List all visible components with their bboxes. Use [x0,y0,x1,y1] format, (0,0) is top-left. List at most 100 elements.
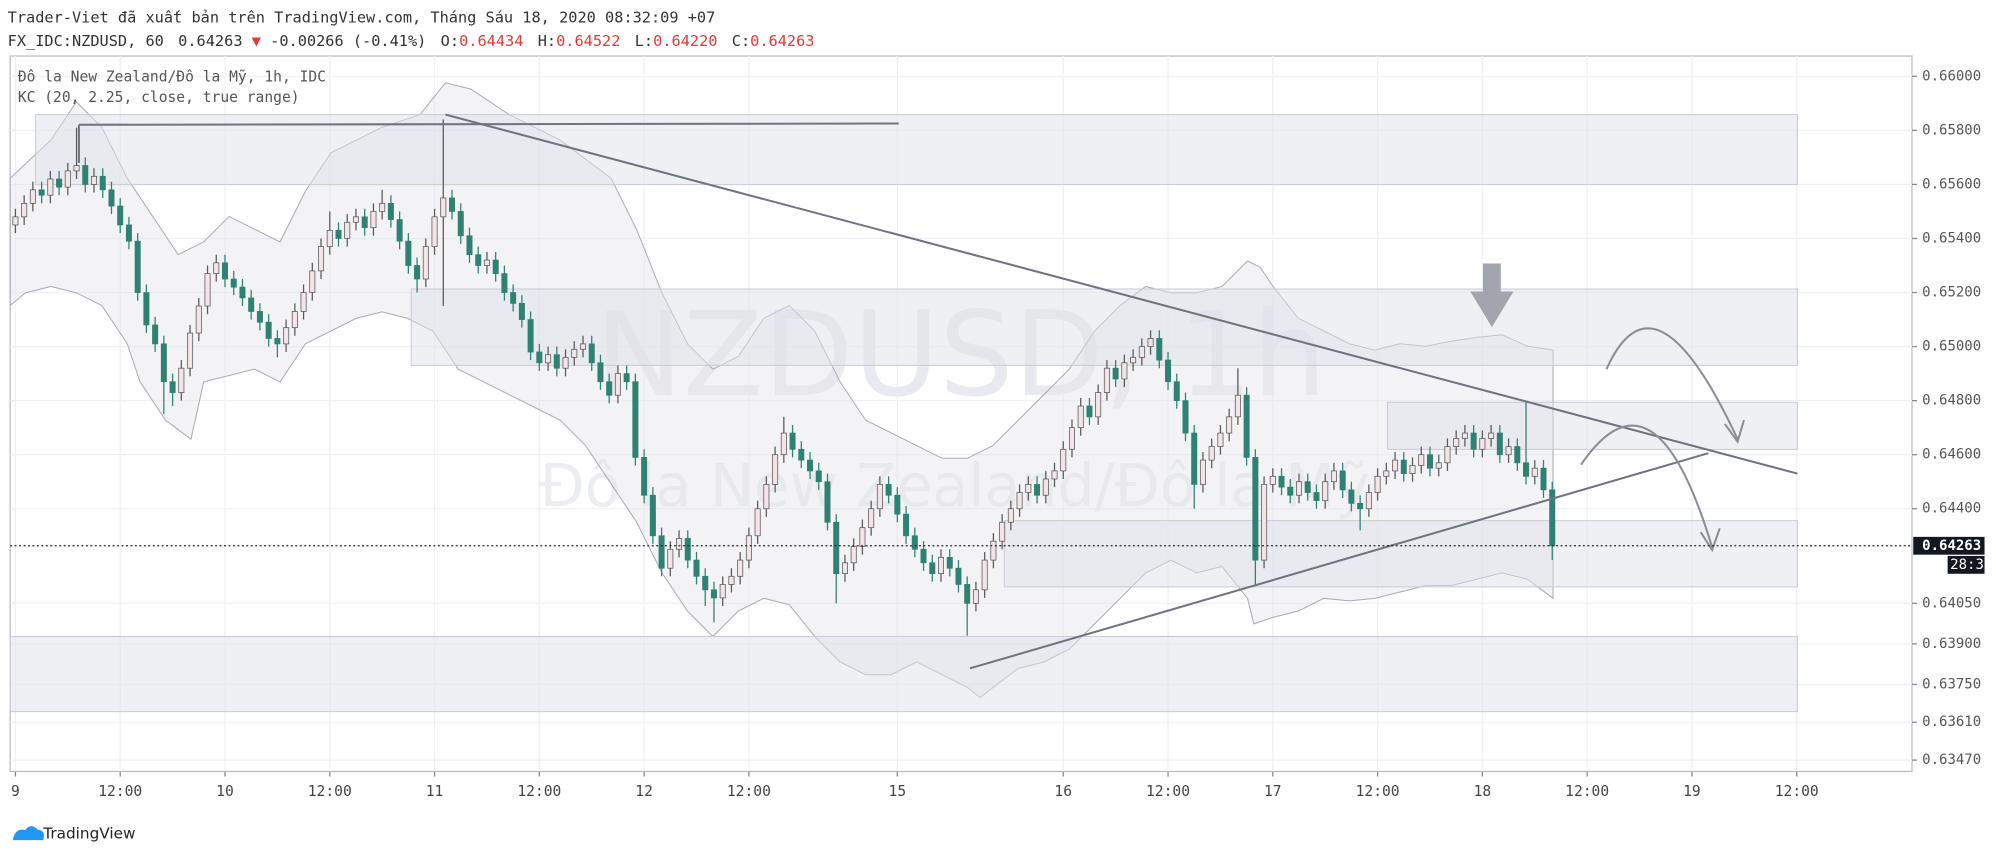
arrow-head [1699,527,1721,553]
candle-body [1060,448,1067,472]
candles [12,119,1556,636]
candle-body [387,202,394,220]
candle-body [833,521,840,574]
projection-arrow [1580,424,1714,548]
candle-body [754,508,761,537]
brand: TradingView [42,824,135,842]
candle-body [911,535,918,550]
ohlc-value: 0.64434 [459,31,523,49]
candle-body [47,178,54,196]
candle-body [117,205,124,226]
candle-body [256,311,263,323]
candle-body [38,189,45,196]
candle-body [1077,405,1084,429]
candle-body [1296,481,1303,496]
candle-body [1531,467,1538,477]
candle-body [676,538,683,550]
price: 0.64263 [178,31,242,49]
x-tick-label: 12:00 [1565,783,1609,800]
candle-body [1348,489,1355,504]
candle-body [859,527,866,547]
candle-body [999,521,1006,542]
candle-body [667,548,674,569]
candle-body [745,535,752,561]
projection-arrow [1605,327,1739,440]
candle-body [344,221,351,239]
candle-body [291,311,298,329]
candle-body [1392,459,1399,472]
candle-body [1042,478,1049,496]
candle-body [614,373,621,396]
candle-body [1313,492,1320,502]
candle-body [195,305,202,334]
candle-body [125,224,132,242]
candle-body [1479,438,1486,450]
candle-body [597,362,604,383]
candle-body [1540,467,1547,491]
candle-body [1269,475,1276,485]
candle-body [1068,427,1075,450]
x-tick-label: 12 [635,783,653,800]
candle-body [274,338,281,345]
indicator-label: KC (20, 2.25, close, true range) [18,89,300,106]
candle-body [239,286,246,299]
candle-body [728,575,735,585]
candle-body [91,175,98,185]
candle-body [1173,381,1180,402]
candle-body [1453,438,1460,447]
candle-body [326,229,333,247]
candle-body [352,216,359,223]
candle-body [693,559,700,577]
ohlc-label: L: [635,31,653,49]
y-tick-label: 0.64050 [1922,595,1981,611]
candle-body [492,259,499,274]
candle-body [361,216,368,229]
candle-body [1322,481,1329,502]
countdown-box [1947,555,1985,574]
candle-body [440,197,447,218]
candle-body [588,343,595,364]
candle-body [1523,462,1530,477]
candle-body [1383,470,1390,477]
candle-body [1426,454,1433,469]
pane-title: Đô la New Zealand/Đô la Mỹ, 1h, IDC [18,69,326,86]
candle-body [265,321,272,339]
change: -0.00266 (-0.41%) [270,31,426,49]
countdown-label: 28:39 [1950,557,1992,573]
candle-body [684,538,691,561]
candle-body [1470,432,1477,450]
x-tick-label: 11 [426,783,444,800]
y-tick-label: 0.64400 [1922,501,1981,517]
candle-body [501,273,508,293]
x-tick-label: 12:00 [517,783,561,800]
y-tick-label: 0.65600 [1922,176,1981,192]
y-tick-label: 0.65400 [1922,230,1981,246]
candle-body [702,575,709,591]
candle-body [1103,367,1110,393]
candle-body [1208,446,1215,461]
candle-body [134,240,141,293]
candle-body [56,178,63,188]
x-tick-label: 10 [216,783,234,800]
candle-body [422,246,429,280]
watermark-sub: Đô la New Zealand/Đô la Mỹ [539,452,1370,520]
candle-body [1025,484,1032,493]
candle-body [335,229,342,239]
trend-line [445,113,1798,475]
x-tick-label: 12:00 [727,783,771,800]
last-price-label: 0.64263 [1922,538,1981,554]
candle-body [405,240,412,266]
candle-body [737,559,744,577]
candle-body [152,324,159,345]
candle-body [850,546,857,564]
candle-body [178,367,185,393]
logo [12,826,44,841]
candle-body [1243,394,1250,458]
candle-body [824,481,831,523]
candle-body [527,319,534,353]
ohlc-label: O: [441,31,459,49]
down-arrow-icon [1470,263,1514,328]
candle-body [1339,470,1346,491]
y-tick-label: 0.63750 [1922,676,1981,692]
candle-body [99,175,106,191]
